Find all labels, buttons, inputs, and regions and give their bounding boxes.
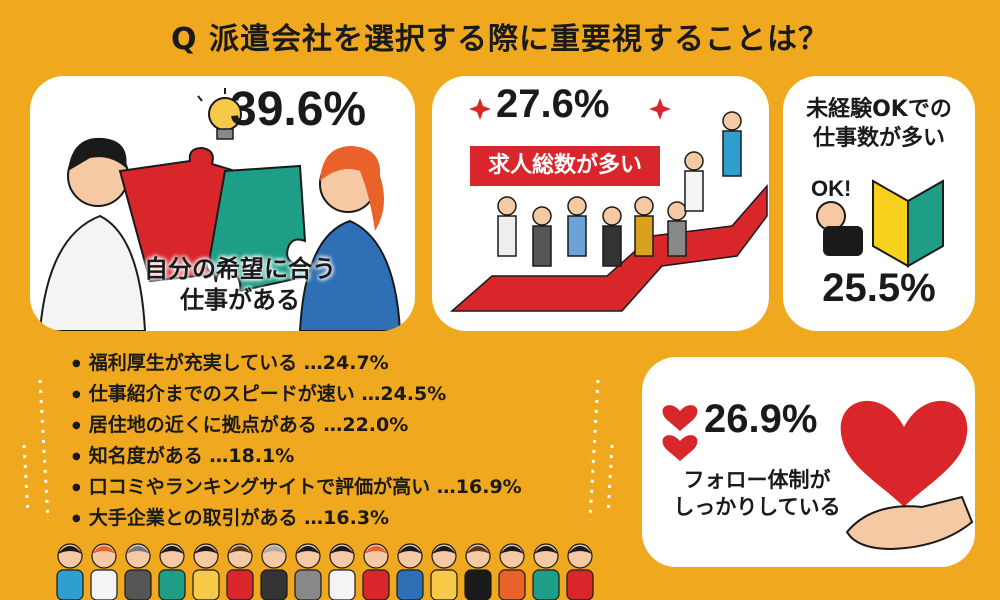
card-matching-job: 39.6% 自分の希望に合う 仕事がある bbox=[30, 76, 415, 331]
label-line: 仕事がある bbox=[180, 286, 300, 315]
crowd-person bbox=[124, 543, 152, 600]
crowd-figures bbox=[497, 111, 742, 267]
ok-hand-icon bbox=[816, 201, 863, 256]
list-item: 口コミやランキングサイトで評価が高い …16.9% bbox=[72, 472, 522, 503]
woman-figure bbox=[298, 146, 402, 331]
list-item: 福利厚生が充実している …24.7% bbox=[72, 348, 522, 379]
label-line: フォロー体制が bbox=[683, 468, 831, 492]
card-inexperienced-ok: 未経験OKでの 仕事数が多い OK! 25.5% bbox=[783, 76, 975, 331]
list-item: 居住地の近くに拠点がある …22.0% bbox=[72, 410, 522, 441]
hand-icon bbox=[845, 495, 974, 551]
banner bbox=[470, 146, 660, 186]
percentage-value: 39.6% bbox=[230, 83, 367, 136]
item-label: フォロー体制が しっかりしている bbox=[662, 467, 852, 522]
stage-people-illustration bbox=[450, 98, 768, 312]
small-heart-icon bbox=[662, 405, 698, 431]
crowd-person bbox=[158, 543, 186, 600]
crowd-person bbox=[226, 543, 254, 600]
small-heart-icon bbox=[662, 435, 698, 461]
man-figure bbox=[38, 137, 147, 331]
page-title: Q 派遣会社を選択する際に重要視することは？ bbox=[171, 22, 829, 57]
crowd-person bbox=[294, 543, 322, 600]
crowd-person bbox=[396, 543, 424, 600]
crowd-person bbox=[430, 543, 458, 600]
crowd-person bbox=[566, 543, 594, 600]
list-item: 知名度がある …18.1% bbox=[72, 441, 522, 472]
crowd-person bbox=[56, 543, 84, 600]
item-label: 求人総数が多い bbox=[487, 153, 642, 178]
card-follow-up-support: 26.9% フォロー体制が しっかりしている bbox=[642, 357, 975, 567]
percentage-value: 25.5% bbox=[822, 266, 936, 310]
label-line: 仕事数が多い bbox=[812, 125, 945, 151]
crowd-illustration bbox=[56, 543, 594, 600]
crowd-person bbox=[464, 543, 492, 600]
percentage-value: 26.9% bbox=[704, 397, 818, 441]
list-item: 大手企業との取引がある …16.3% bbox=[72, 503, 522, 534]
sparkle-icon bbox=[469, 98, 671, 120]
puzzle-pieces bbox=[118, 146, 310, 293]
crowd-person bbox=[532, 543, 560, 600]
label-line: 未経験OKでの bbox=[806, 97, 952, 122]
card-job-count: 27.6% 求人総数が多い bbox=[432, 76, 769, 331]
red-stage bbox=[450, 184, 768, 312]
crowd-person bbox=[90, 543, 118, 600]
crowd-person bbox=[328, 543, 356, 600]
other-items-list: 福利厚生が充実している …24.7% 仕事紹介までのスピードが速い …24.5%… bbox=[72, 348, 522, 534]
list-item: 仕事紹介までのスピードが速い …24.5% bbox=[72, 379, 522, 410]
percentage-value: 27.6% bbox=[496, 82, 610, 126]
crowd-person bbox=[362, 543, 390, 600]
beginner-mark-icon bbox=[872, 179, 944, 268]
puzzle-people-illustration bbox=[38, 88, 402, 331]
label-line: しっかりしている bbox=[673, 495, 841, 520]
item-label: 未経験OKでの 仕事数が多い bbox=[783, 96, 975, 153]
label-line: 自分の希望に合う bbox=[144, 255, 336, 283]
ok-hand-beginner-mark-illustration bbox=[816, 179, 944, 268]
crowd-person bbox=[260, 543, 288, 600]
crowd-person bbox=[498, 543, 526, 600]
ok-sign-text: OK! bbox=[811, 176, 852, 201]
item-label: 自分の希望に合う 仕事がある bbox=[90, 254, 390, 316]
crowd-person bbox=[192, 543, 220, 600]
big-heart-icon bbox=[840, 400, 968, 507]
hearts-illustration bbox=[662, 400, 974, 551]
lightbulb-icon bbox=[197, 88, 253, 140]
